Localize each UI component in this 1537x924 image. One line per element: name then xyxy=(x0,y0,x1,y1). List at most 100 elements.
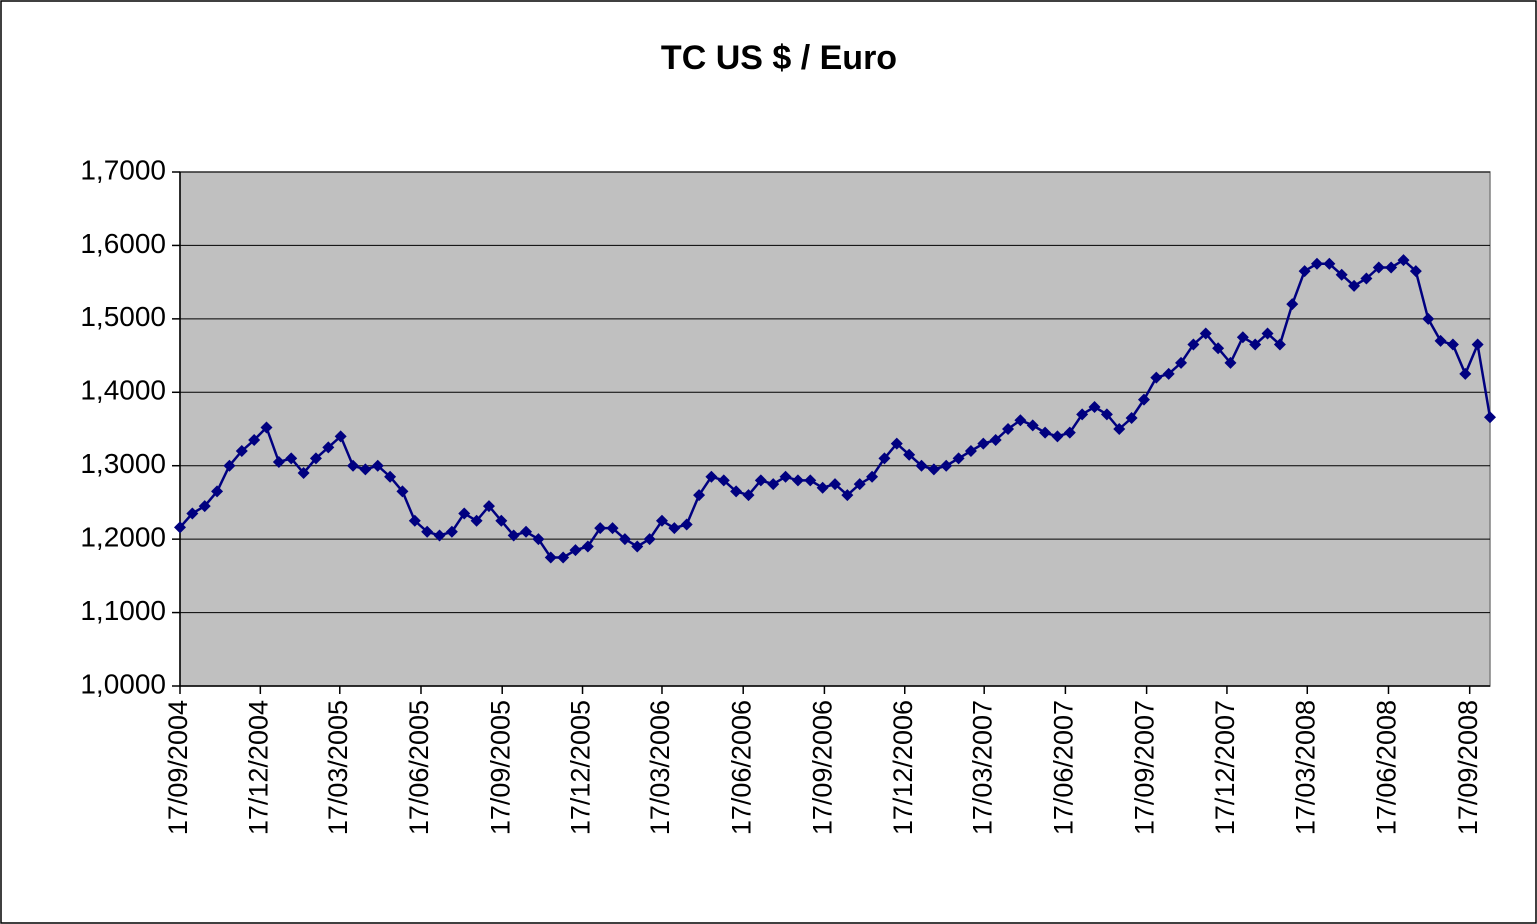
data-point xyxy=(940,459,953,472)
data-point xyxy=(1273,338,1286,351)
data-point xyxy=(1409,265,1422,278)
data-point xyxy=(1137,393,1150,406)
data-point xyxy=(1310,257,1323,270)
data-point xyxy=(1162,367,1175,380)
y-tick-label: 1,2000 xyxy=(80,522,166,553)
data-point xyxy=(260,421,273,434)
data-point xyxy=(1348,279,1361,292)
data-point xyxy=(532,533,545,546)
data-point xyxy=(631,540,644,553)
data-point xyxy=(569,544,582,557)
data-point xyxy=(903,448,916,461)
data-point xyxy=(1113,423,1126,435)
data-point xyxy=(964,445,977,458)
data-point xyxy=(680,518,693,531)
data-point xyxy=(878,452,891,465)
data-point xyxy=(1199,327,1212,340)
data-point xyxy=(174,521,186,534)
data-point xyxy=(594,522,607,535)
data-point xyxy=(1224,356,1237,369)
data-point xyxy=(557,551,570,564)
data-point xyxy=(989,434,1002,447)
x-tick-label: 17/09/2008 xyxy=(1453,700,1483,835)
data-point xyxy=(334,430,347,443)
data-point xyxy=(544,551,557,564)
data-point xyxy=(1471,338,1484,351)
data-point xyxy=(717,474,730,487)
data-point xyxy=(322,441,335,454)
data-point xyxy=(977,437,990,450)
data-point xyxy=(1372,261,1385,274)
data-point xyxy=(458,507,471,520)
y-tick-label: 1,4000 xyxy=(80,375,166,406)
data-point xyxy=(618,533,631,546)
data-point xyxy=(1286,298,1299,311)
data-point xyxy=(1335,268,1348,281)
data-point xyxy=(235,445,248,458)
data-point xyxy=(520,525,533,538)
x-tick-label: 17/09/2006 xyxy=(808,700,838,835)
x-tick-label: 17/03/2006 xyxy=(645,700,675,835)
data-point xyxy=(915,459,928,472)
data-point xyxy=(841,489,854,502)
data-point xyxy=(1063,426,1076,439)
data-point xyxy=(198,500,211,513)
x-tick-label: 17/09/2005 xyxy=(485,700,515,835)
data-point xyxy=(1051,430,1064,443)
x-tick-label: 17/03/2008 xyxy=(1290,700,1320,835)
data-point xyxy=(927,463,940,476)
y-tick-label: 1,7000 xyxy=(80,154,166,185)
data-point xyxy=(507,529,520,542)
data-point xyxy=(1446,338,1459,351)
data-point xyxy=(470,514,483,527)
y-tick-label: 1,1000 xyxy=(80,595,166,626)
data-point xyxy=(1026,419,1039,432)
data-point xyxy=(1088,400,1101,413)
data-point xyxy=(384,470,397,483)
data-point xyxy=(1187,338,1200,351)
data-point xyxy=(309,452,322,465)
data-point xyxy=(1125,411,1138,424)
x-tick-label: 17/03/2007 xyxy=(967,700,997,835)
data-point xyxy=(1150,371,1163,384)
x-tick-label: 17/12/2004 xyxy=(243,700,273,835)
data-point xyxy=(1360,272,1373,285)
x-tick-label: 17/12/2007 xyxy=(1210,700,1240,835)
y-tick-label: 1,0000 xyxy=(80,668,166,699)
data-point xyxy=(866,470,879,483)
data-point xyxy=(1323,257,1336,270)
data-point xyxy=(272,456,285,469)
x-tick-label: 17/06/2006 xyxy=(726,700,756,835)
data-point xyxy=(495,514,508,527)
data-point xyxy=(1249,338,1262,351)
data-point xyxy=(668,522,681,535)
data-point xyxy=(1076,408,1089,421)
data-point xyxy=(890,437,903,450)
data-point xyxy=(1236,331,1249,344)
data-point xyxy=(804,474,817,487)
data-point xyxy=(433,529,446,542)
x-tick-label: 17/12/2005 xyxy=(566,700,596,835)
data-point xyxy=(1397,254,1410,267)
data-point xyxy=(829,478,841,491)
data-point xyxy=(1175,356,1188,369)
data-point xyxy=(1014,414,1027,427)
x-tick-label: 17/06/2005 xyxy=(404,700,434,835)
data-point xyxy=(767,478,780,491)
data-point xyxy=(693,489,706,502)
data-point xyxy=(853,478,866,491)
y-tick-label: 1,5000 xyxy=(80,301,166,332)
y-tick-label: 1,6000 xyxy=(80,228,166,259)
data-point xyxy=(779,470,792,483)
data-point xyxy=(396,485,409,498)
data-point xyxy=(952,452,965,465)
data-point xyxy=(730,485,743,498)
data-point xyxy=(1385,261,1398,274)
x-tick-label: 17/06/2008 xyxy=(1372,700,1402,835)
x-tick-label: 17/12/2006 xyxy=(888,700,918,835)
y-tick-label: 1,3000 xyxy=(80,448,166,479)
data-point xyxy=(347,459,360,472)
data-point xyxy=(186,507,199,520)
data-point xyxy=(1459,367,1472,380)
